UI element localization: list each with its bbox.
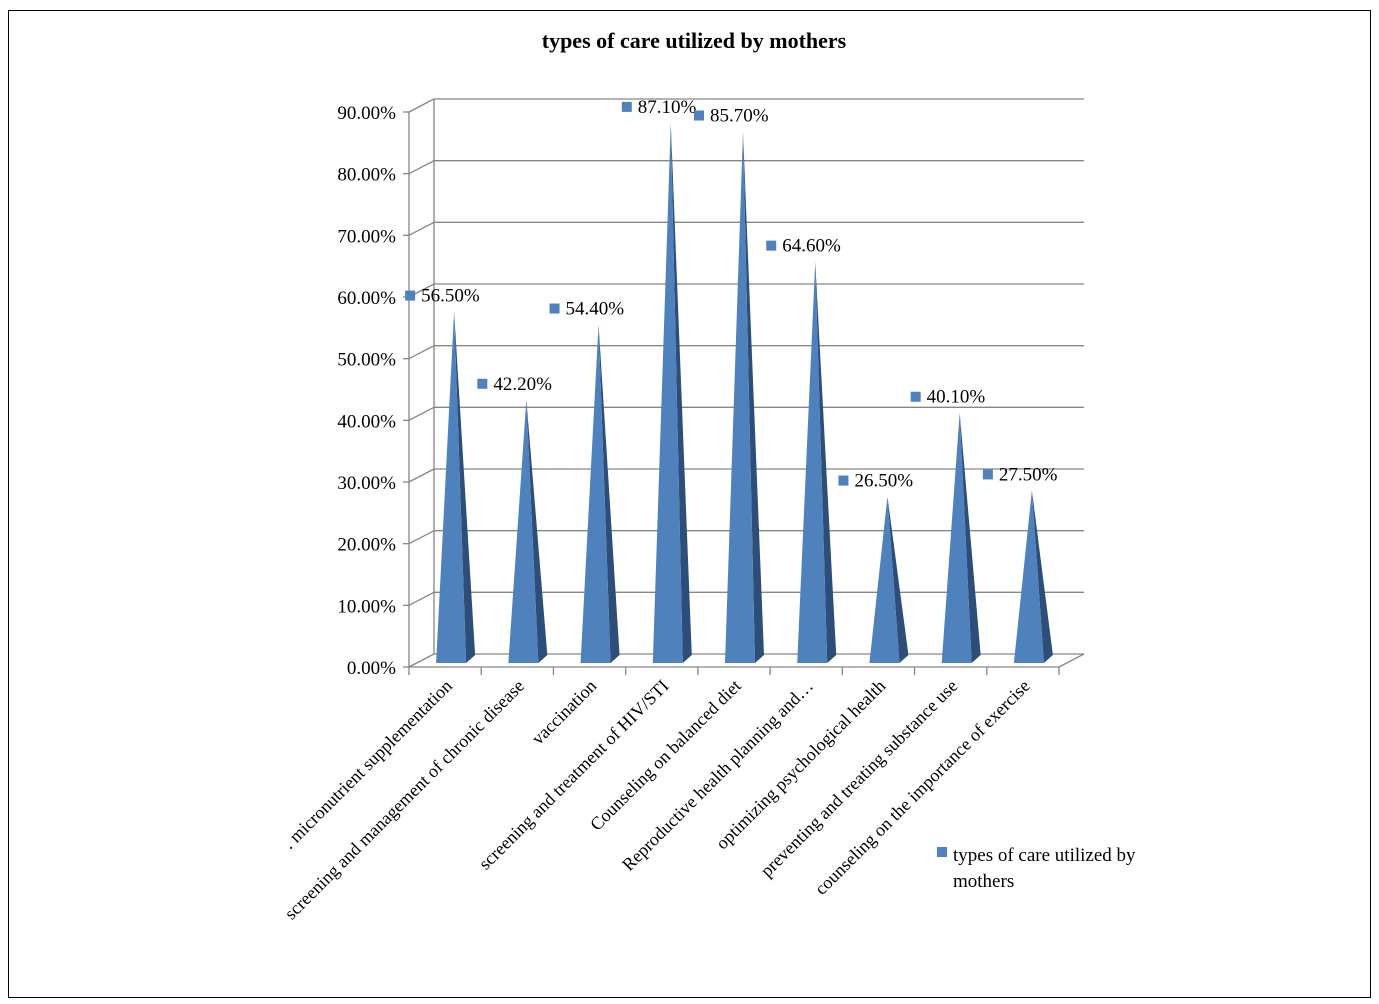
axes: 0.00% 10.00% 20.00% 30.00% 40.00% 50.00% 60.00…	[337, 99, 1085, 679]
pyramid-bar	[797, 261, 837, 663]
y-tick-label: 40.00%	[337, 411, 396, 432]
category-label: Counseling on balanced diet	[586, 676, 745, 835]
gridline-depth	[408, 160, 435, 175]
legend-swatch	[937, 847, 947, 857]
pyramid-side-face	[815, 261, 837, 663]
pyramid-front-face	[941, 412, 972, 663]
legend: types of care utilized by mothers	[937, 845, 1136, 892]
data-label-marker	[694, 110, 704, 121]
pyramid-bar	[436, 311, 476, 663]
data-label: 87.10%	[638, 97, 697, 118]
pyramid-bar	[580, 324, 620, 663]
y-tick-label: 60.00%	[337, 288, 396, 309]
pyramid-side-face	[598, 324, 620, 663]
data-labels: 56.50% 42.20% 54.40% 87.10% 85.70% 64.60% 26.5…	[405, 97, 1058, 492]
data-label-marker	[477, 378, 488, 389]
gridline-depth	[408, 468, 435, 483]
data-label: 27.50%	[999, 464, 1058, 485]
pyramid-front-face	[797, 261, 828, 663]
gridline-depth	[408, 530, 435, 545]
pyramid-side-face	[670, 122, 692, 664]
pyramid-bar	[508, 399, 548, 663]
pyramid-bar	[652, 122, 692, 664]
data-label: 42.20%	[493, 374, 552, 395]
gridline-depth	[408, 221, 435, 236]
y-tick-label: 80.00%	[337, 165, 396, 186]
y-tick-label: 10.00%	[337, 596, 396, 617]
data-label-marker	[621, 101, 632, 112]
pyramid-front-face	[652, 122, 683, 664]
pyramid-front-face	[725, 131, 755, 663]
pyramid-bar	[1013, 490, 1053, 663]
pyramid-side-face	[887, 496, 909, 663]
gridline-depth	[408, 98, 435, 113]
gridline-depth	[408, 591, 435, 606]
chart-title: types of care utilized by mothers	[542, 28, 847, 53]
data-label-marker	[910, 391, 921, 402]
pyramid-bar	[941, 412, 981, 663]
pyramid-front-face	[436, 311, 467, 663]
data-label: 64.60%	[782, 236, 841, 257]
pyramid-side-face	[1031, 490, 1053, 663]
gridline-depth	[408, 406, 435, 421]
pyramid-side-face	[526, 399, 548, 663]
pyramid-bar	[725, 131, 764, 663]
y-tick-label: 30.00%	[337, 473, 396, 494]
chart-frame: types of care utilized by mothers 0.00% 1…	[8, 10, 1371, 998]
data-label-marker	[766, 240, 777, 251]
data-label-marker	[838, 475, 849, 486]
y-tick-label: 0.00%	[347, 658, 396, 679]
chart-svg: types of care utilized by mothers 0.00% 1…	[279, 28, 1136, 924]
gridline-depth	[408, 653, 435, 668]
y-tick-label: 50.00%	[337, 350, 396, 371]
y-tick-label: 20.00%	[337, 535, 396, 556]
y-tick-label: 70.00%	[337, 226, 396, 247]
pyramid-bar	[869, 496, 909, 663]
category-labels: . micronutrient supplementationscreening…	[279, 676, 1034, 924]
legend-label: types of care utilized by mothers	[953, 845, 1136, 892]
data-label: 56.50%	[421, 286, 480, 307]
pyramid-front-face	[869, 496, 900, 663]
bars	[436, 122, 1053, 664]
pyramid-side-face	[743, 131, 764, 663]
x-axis-depth-line	[1058, 653, 1085, 668]
gridline-depth	[408, 345, 435, 360]
data-label: 85.70%	[710, 106, 769, 127]
pyramid-side-face	[959, 412, 981, 663]
category-label: vaccination	[528, 676, 601, 749]
y-tick-label: 90.00%	[337, 103, 396, 124]
pyramid-side-face	[454, 311, 476, 663]
pyramid-front-face	[508, 399, 539, 663]
data-label-marker	[982, 469, 993, 480]
data-label-marker	[549, 303, 560, 314]
data-label: 54.40%	[566, 299, 625, 320]
pyramid-front-face	[1013, 490, 1044, 663]
pyramid-front-face	[580, 324, 611, 663]
data-label: 40.10%	[927, 387, 986, 408]
data-label: 26.50%	[854, 471, 913, 492]
data-label-marker	[405, 290, 416, 301]
